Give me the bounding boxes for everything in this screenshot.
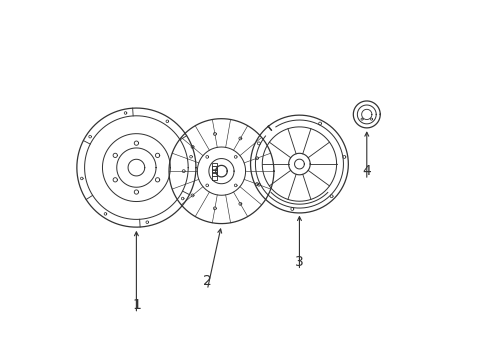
Text: 4: 4: [362, 164, 370, 178]
Text: 3: 3: [294, 255, 303, 269]
Text: 1: 1: [132, 298, 141, 312]
Text: 2: 2: [203, 274, 211, 288]
